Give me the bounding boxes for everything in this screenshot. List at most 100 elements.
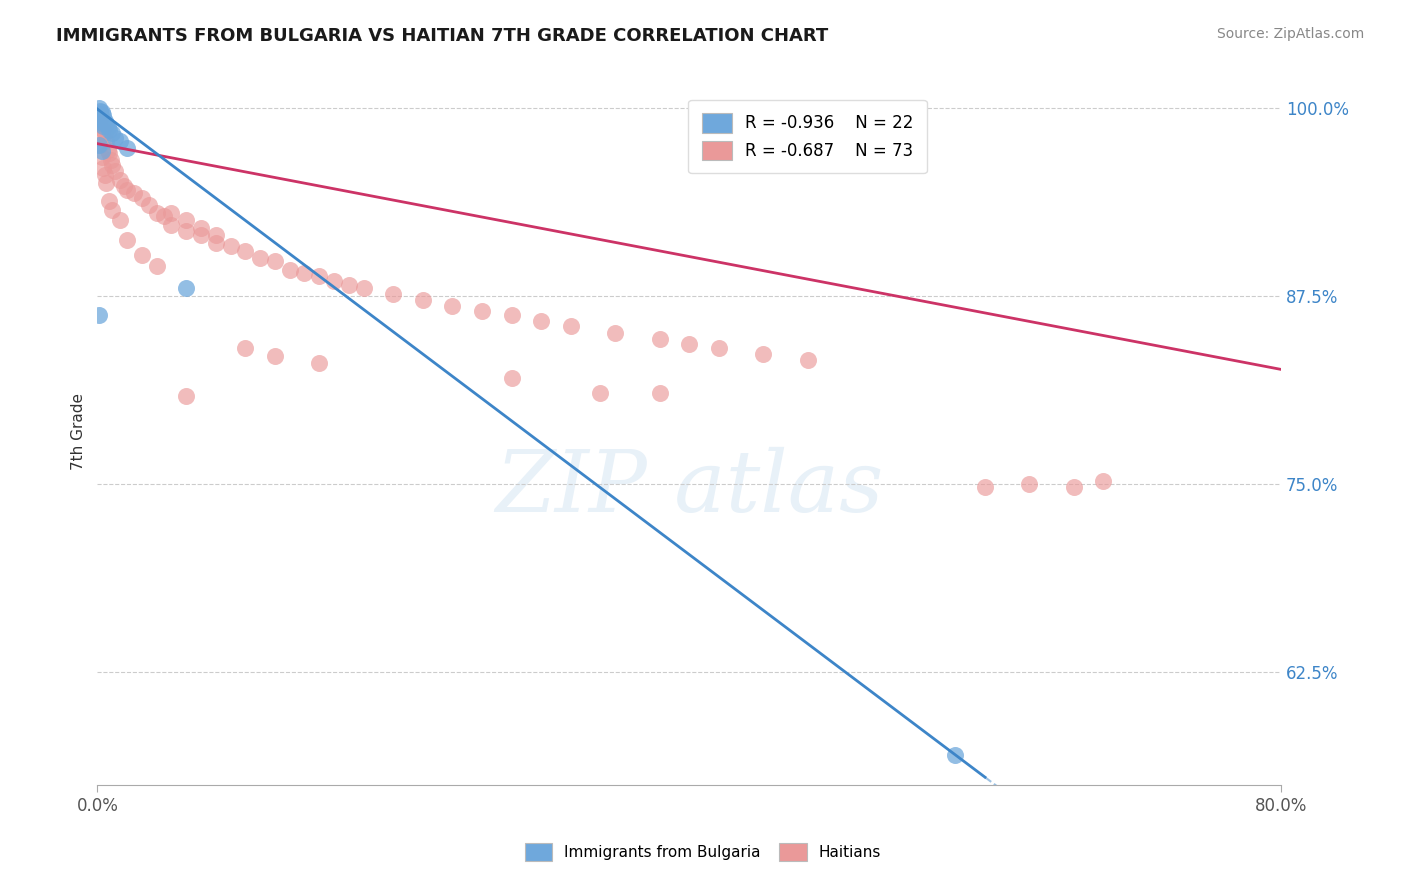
- Text: IMMIGRANTS FROM BULGARIA VS HAITIAN 7TH GRADE CORRELATION CHART: IMMIGRANTS FROM BULGARIA VS HAITIAN 7TH …: [56, 27, 828, 45]
- Point: [249, 251, 271, 265]
- Point: [97, 143, 120, 157]
- Text: ZIP atlas: ZIP atlas: [495, 446, 883, 529]
- Point: [264, 254, 287, 268]
- Point: [752, 347, 775, 361]
- Point: [90, 115, 112, 129]
- Point: [145, 206, 167, 220]
- Point: [94, 168, 117, 182]
- Point: [87, 130, 110, 145]
- Point: [190, 228, 212, 243]
- Point: [678, 336, 700, 351]
- Point: [87, 138, 110, 153]
- Point: [91, 161, 114, 175]
- Point: [124, 186, 146, 201]
- Point: [94, 126, 117, 140]
- Point: [100, 153, 122, 168]
- Point: [160, 218, 183, 232]
- Point: [471, 303, 494, 318]
- Point: [145, 259, 167, 273]
- Point: [98, 194, 121, 208]
- Point: [219, 239, 242, 253]
- Point: [204, 235, 226, 250]
- Point: [90, 144, 112, 158]
- Y-axis label: 7th Grade: 7th Grade: [72, 392, 86, 469]
- Point: [138, 198, 160, 212]
- Point: [560, 318, 582, 333]
- Point: [104, 163, 127, 178]
- Point: [1063, 480, 1085, 494]
- Point: [323, 274, 346, 288]
- Point: [89, 112, 111, 127]
- Point: [115, 233, 138, 247]
- Point: [89, 106, 111, 120]
- Point: [101, 126, 124, 140]
- Point: [945, 747, 967, 762]
- Point: [648, 386, 671, 401]
- Point: [501, 371, 523, 385]
- Point: [115, 141, 138, 155]
- Point: [153, 209, 176, 223]
- Point: [530, 314, 553, 328]
- Point: [501, 308, 523, 322]
- Point: [131, 248, 153, 262]
- Point: [108, 213, 131, 227]
- Point: [89, 138, 111, 153]
- Point: [233, 244, 256, 258]
- Point: [87, 111, 110, 125]
- Point: [174, 213, 197, 227]
- Point: [605, 326, 627, 341]
- Point: [131, 191, 153, 205]
- Point: [160, 206, 183, 220]
- Point: [90, 150, 112, 164]
- Point: [89, 112, 111, 127]
- Point: [101, 202, 124, 217]
- Point: [96, 117, 118, 131]
- Point: [104, 130, 127, 145]
- Point: [278, 263, 301, 277]
- Point: [87, 308, 110, 322]
- Point: [98, 123, 121, 137]
- Point: [89, 103, 111, 118]
- Point: [707, 342, 730, 356]
- Point: [108, 134, 131, 148]
- Legend: R = -0.936    N = 22, R = -0.687    N = 73: R = -0.936 N = 22, R = -0.687 N = 73: [689, 100, 927, 173]
- Point: [337, 278, 360, 293]
- Point: [233, 342, 256, 356]
- Point: [87, 101, 110, 115]
- Point: [91, 108, 114, 122]
- Point: [90, 119, 112, 133]
- Point: [98, 145, 121, 160]
- Point: [115, 183, 138, 197]
- Point: [90, 105, 112, 120]
- Point: [108, 173, 131, 187]
- Point: [412, 293, 434, 308]
- Point: [101, 158, 124, 172]
- Point: [264, 349, 287, 363]
- Point: [91, 123, 114, 137]
- Point: [190, 221, 212, 235]
- Text: Source: ZipAtlas.com: Source: ZipAtlas.com: [1216, 27, 1364, 41]
- Point: [174, 224, 197, 238]
- Point: [589, 386, 612, 401]
- Legend: Immigrants from Bulgaria, Haitians: Immigrants from Bulgaria, Haitians: [517, 836, 889, 868]
- Point: [441, 299, 464, 313]
- Point: [1092, 474, 1115, 488]
- Point: [96, 176, 118, 190]
- Point: [796, 353, 818, 368]
- Point: [112, 178, 135, 193]
- Point: [174, 389, 197, 403]
- Point: [294, 266, 316, 280]
- Point: [96, 134, 118, 148]
- Point: [648, 332, 671, 346]
- Point: [87, 115, 110, 129]
- Point: [1018, 476, 1040, 491]
- Point: [974, 480, 997, 494]
- Point: [204, 228, 226, 243]
- Point: [382, 287, 405, 301]
- Point: [94, 114, 117, 128]
- Point: [97, 120, 120, 134]
- Point: [308, 269, 330, 284]
- Point: [353, 281, 375, 295]
- Point: [308, 356, 330, 370]
- Point: [91, 119, 114, 133]
